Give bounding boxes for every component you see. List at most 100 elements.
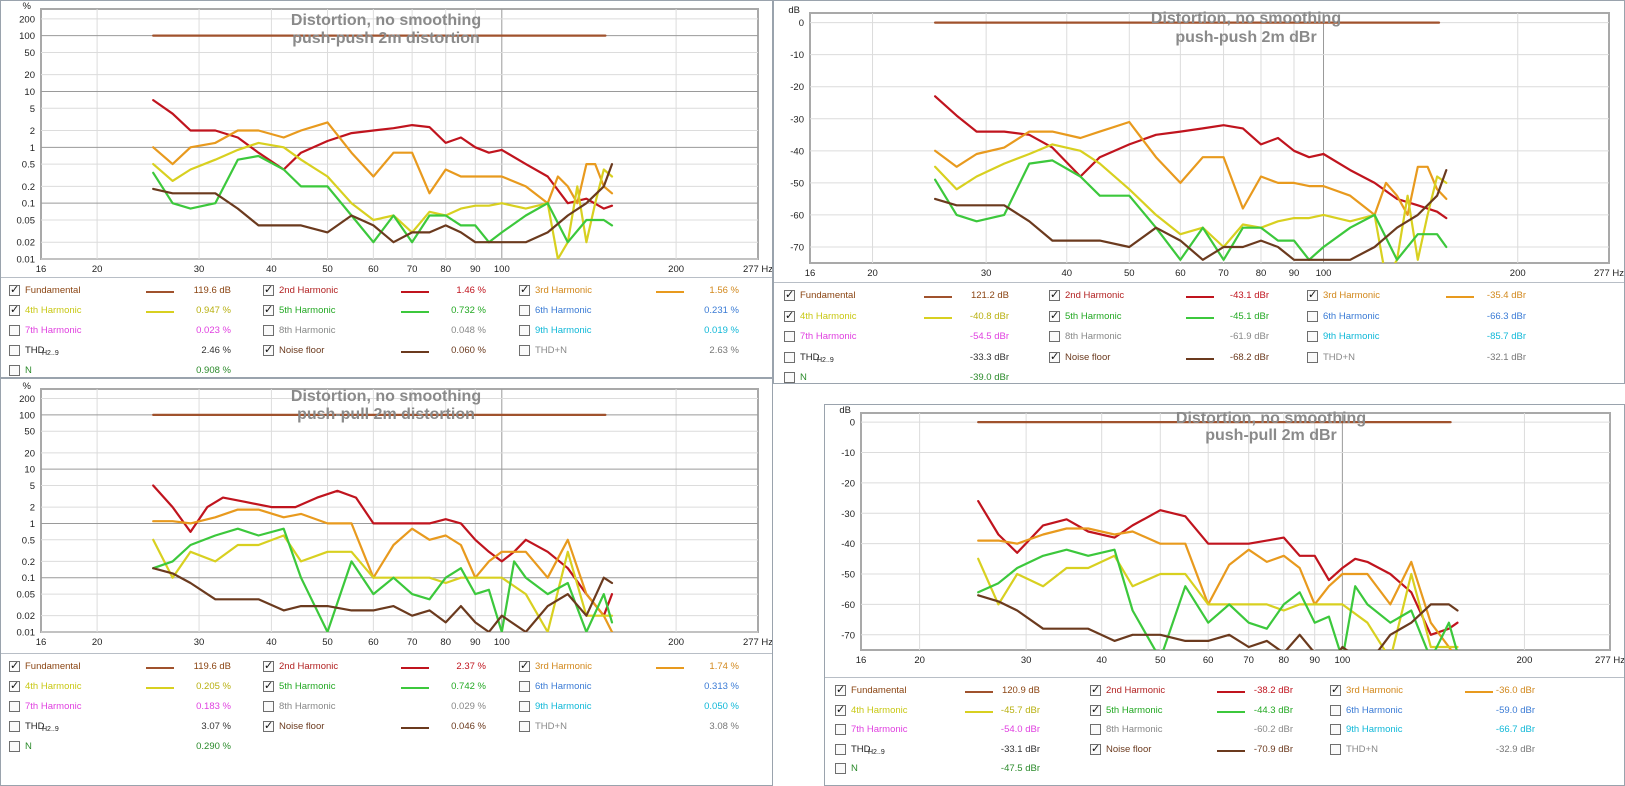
legend-checkbox[interactable] <box>519 659 530 672</box>
legend-label: 3rd Harmonic <box>1346 685 1404 696</box>
x-tick-label: 80 <box>1278 655 1289 666</box>
x-tick-label: 100 <box>1334 655 1350 666</box>
x-tick-label: 100 <box>1316 268 1332 279</box>
legend-checkbox[interactable] <box>835 703 846 716</box>
3rd-harmonic-line <box>977 527 1453 650</box>
legend-checkbox[interactable] <box>519 721 530 732</box>
legend-checkbox[interactable] <box>263 719 274 732</box>
legend-checkbox[interactable] <box>1307 331 1318 342</box>
legend-value: 0.183 % <box>196 701 231 712</box>
legend-item-fundamental: Fundamental 121.2 dB <box>784 287 1024 307</box>
legend-checkbox[interactable] <box>9 303 20 316</box>
legend-line-swatch <box>965 691 993 693</box>
y-tick-label: -50 <box>790 178 804 189</box>
legend-checkbox[interactable] <box>1049 309 1060 322</box>
legend-checkbox[interactable] <box>784 331 795 342</box>
legend-checkbox[interactable] <box>519 305 530 316</box>
legend-label: THD+N <box>535 345 567 356</box>
x-tick-label: 20 <box>92 264 103 275</box>
legend-checkbox[interactable] <box>263 303 274 316</box>
legend-checkbox[interactable] <box>9 701 20 712</box>
legend-checkbox[interactable] <box>784 309 795 322</box>
legend-item-5th-harmonic: 5th Harmonic 0.732 % <box>263 302 503 322</box>
legend-checkbox[interactable] <box>835 743 846 755</box>
series-group <box>977 421 1459 650</box>
legend-line-swatch <box>1186 357 1214 360</box>
legend-label: 6th Harmonic <box>1323 310 1380 322</box>
legend-label: 9th Harmonic <box>1323 331 1380 342</box>
legend-checkbox[interactable] <box>784 288 795 301</box>
legend-value: 0.231 % <box>704 305 739 316</box>
legend-checkbox[interactable] <box>1090 724 1101 735</box>
legend-value: -33.1 dBr <box>1000 743 1040 755</box>
y-tick-label: 0.02 <box>17 238 36 249</box>
legend-checkbox[interactable] <box>519 283 530 296</box>
legend-checkbox[interactable] <box>1307 351 1318 363</box>
legend-checkbox[interactable] <box>9 345 20 356</box>
legend-label: Fundamental <box>25 661 81 672</box>
x-tick-label: 30 <box>194 637 205 648</box>
legend-checkbox[interactable] <box>1330 683 1341 696</box>
legend-checkbox[interactable] <box>263 343 274 356</box>
legend-checkbox[interactable] <box>263 679 274 692</box>
x-tick-label: 60 <box>1175 268 1186 279</box>
legend-checkbox[interactable] <box>1090 742 1101 755</box>
legend-checkbox[interactable] <box>1049 350 1060 363</box>
legend-checkbox[interactable] <box>1090 703 1101 716</box>
legend-checkbox[interactable] <box>1330 743 1341 755</box>
legend-item-thd: THD H2..9 -33.1 dBr <box>835 741 1075 761</box>
legend-label: 8th Harmonic <box>279 325 336 336</box>
legend-checkbox[interactable] <box>835 683 846 696</box>
5th-harmonic-line <box>152 154 614 244</box>
x-tick-label: 60 <box>368 637 379 648</box>
y-tick-label: -10 <box>841 448 855 459</box>
legend-checkbox[interactable] <box>519 325 530 336</box>
legend-value: 0.947 % <box>196 305 231 316</box>
legend-checkbox[interactable] <box>9 659 20 672</box>
y-tick-label: -70 <box>790 242 804 253</box>
legend-checkbox[interactable] <box>263 325 274 336</box>
legend-checkbox[interactable] <box>835 763 846 774</box>
legend-checkbox[interactable] <box>263 283 274 296</box>
legend-checkbox[interactable] <box>9 679 20 692</box>
chart-panel-push-push-distortion: 16 20 30 40 50 60 70 80 90 100 200 277 Hz 200 100 50 20… <box>0 0 773 378</box>
y-tick-label: -40 <box>790 146 804 157</box>
4th-harmonic-line <box>152 141 614 259</box>
legend-checkbox[interactable] <box>1307 288 1318 301</box>
legend-checkbox[interactable] <box>784 372 795 383</box>
legend-checkbox[interactable] <box>9 325 20 336</box>
legend-checkbox[interactable] <box>1330 724 1341 735</box>
y-tick-label: 0.05 <box>17 590 36 601</box>
legend-item-thd-n: THD+N 3.08 % <box>519 718 759 738</box>
legend-item-6th-harmonic: 6th Harmonic -59.0 dBr <box>1330 702 1570 722</box>
x-tick-label: 100 <box>494 264 510 275</box>
legend-checkbox[interactable] <box>9 741 20 752</box>
legend-checkbox[interactable] <box>519 701 530 712</box>
legend-checkbox[interactable] <box>9 721 20 732</box>
x-tick-label: 16 <box>36 637 47 648</box>
noise-floor-line <box>152 163 614 244</box>
legend-value: -54.0 dBr <box>1000 724 1040 735</box>
legend-checkbox[interactable] <box>1307 310 1318 322</box>
legend-checkbox[interactable] <box>1049 288 1060 301</box>
legend-item-7th-harmonic: 7th Harmonic -54.0 dBr <box>835 721 1075 741</box>
legend-checkbox[interactable] <box>1330 704 1341 716</box>
legend-checkbox[interactable] <box>784 351 795 363</box>
legend-checkbox[interactable] <box>835 724 846 735</box>
legend-checkbox[interactable] <box>519 681 530 692</box>
legend-value: 0.023 % <box>196 325 231 336</box>
legend-checkbox[interactable] <box>1049 331 1060 342</box>
legend-label: Noise floor <box>279 721 325 732</box>
legend-value: 0.908 % <box>196 365 231 376</box>
distortion-chart: 16 20 30 40 50 60 70 80 90 100 200 277 Hz2001005020… <box>17 381 773 648</box>
x-tick-label: 40 <box>266 264 277 275</box>
x-tick-label: 50 <box>322 264 333 275</box>
x-tick-label: 40 <box>1096 655 1107 666</box>
legend-checkbox[interactable] <box>519 345 530 356</box>
legend-checkbox[interactable] <box>263 659 274 672</box>
legend-checkbox[interactable] <box>263 701 274 712</box>
legend-value: -54.5 dBr <box>969 331 1009 342</box>
legend-checkbox[interactable] <box>9 283 20 296</box>
legend-checkbox[interactable] <box>1090 683 1101 696</box>
legend-checkbox[interactable] <box>9 365 20 376</box>
